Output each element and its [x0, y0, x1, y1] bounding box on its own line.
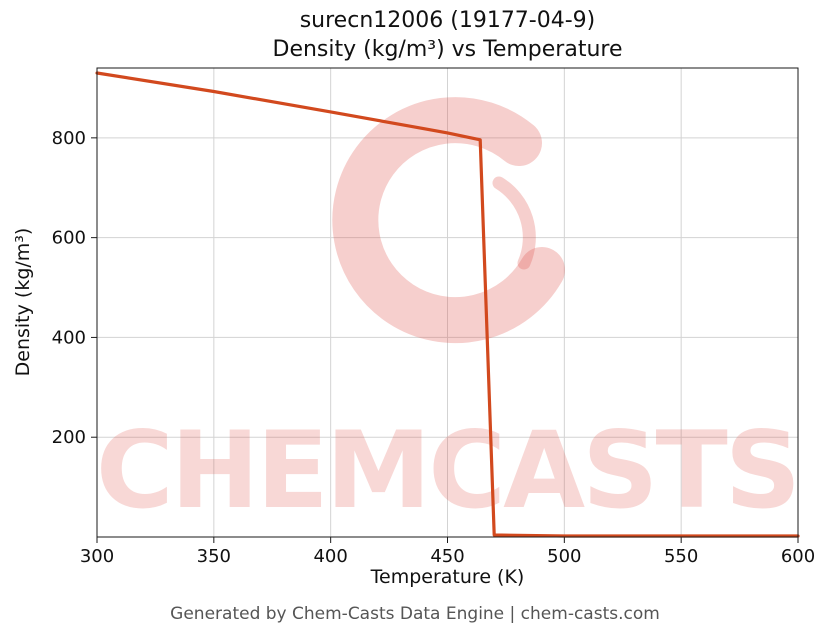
y-tick-label: 200 [52, 427, 86, 448]
footer-text: Generated by Chem-Casts Data Engine | ch… [170, 604, 660, 624]
watermark-text: CHEMCASTS [96, 409, 798, 532]
axis-ticks [91, 137, 799, 543]
x-tick-label: 550 [664, 546, 698, 567]
y-tick-label: 800 [52, 128, 86, 149]
plot-border [96, 67, 799, 538]
watermark-logo-icon [332, 97, 565, 344]
data-line [95, 71, 800, 538]
watermark-logo-inner-icon [492, 176, 536, 270]
tick-labels: 300 350 400 450 500 550 600 200 400 600 800 [52, 128, 816, 567]
x-tick-label: 300 [80, 546, 114, 567]
y-tick-label: 600 [52, 228, 86, 249]
x-tick-label: 600 [781, 546, 815, 567]
x-tick-label: 450 [430, 546, 464, 567]
x-axis-label: Temperature (K) [370, 566, 525, 588]
x-tick-label: 400 [313, 546, 347, 567]
watermark: CHEMCASTS [96, 97, 801, 532]
x-tick-label: 350 [197, 546, 231, 567]
chart-title-line2: Density (kg/m³) vs Temperature [272, 37, 623, 62]
x-tick-label: 500 [547, 546, 581, 567]
y-tick-label: 400 [52, 327, 86, 348]
chart-title-line1: surecn12006 (19177-04-9) [299, 8, 596, 33]
